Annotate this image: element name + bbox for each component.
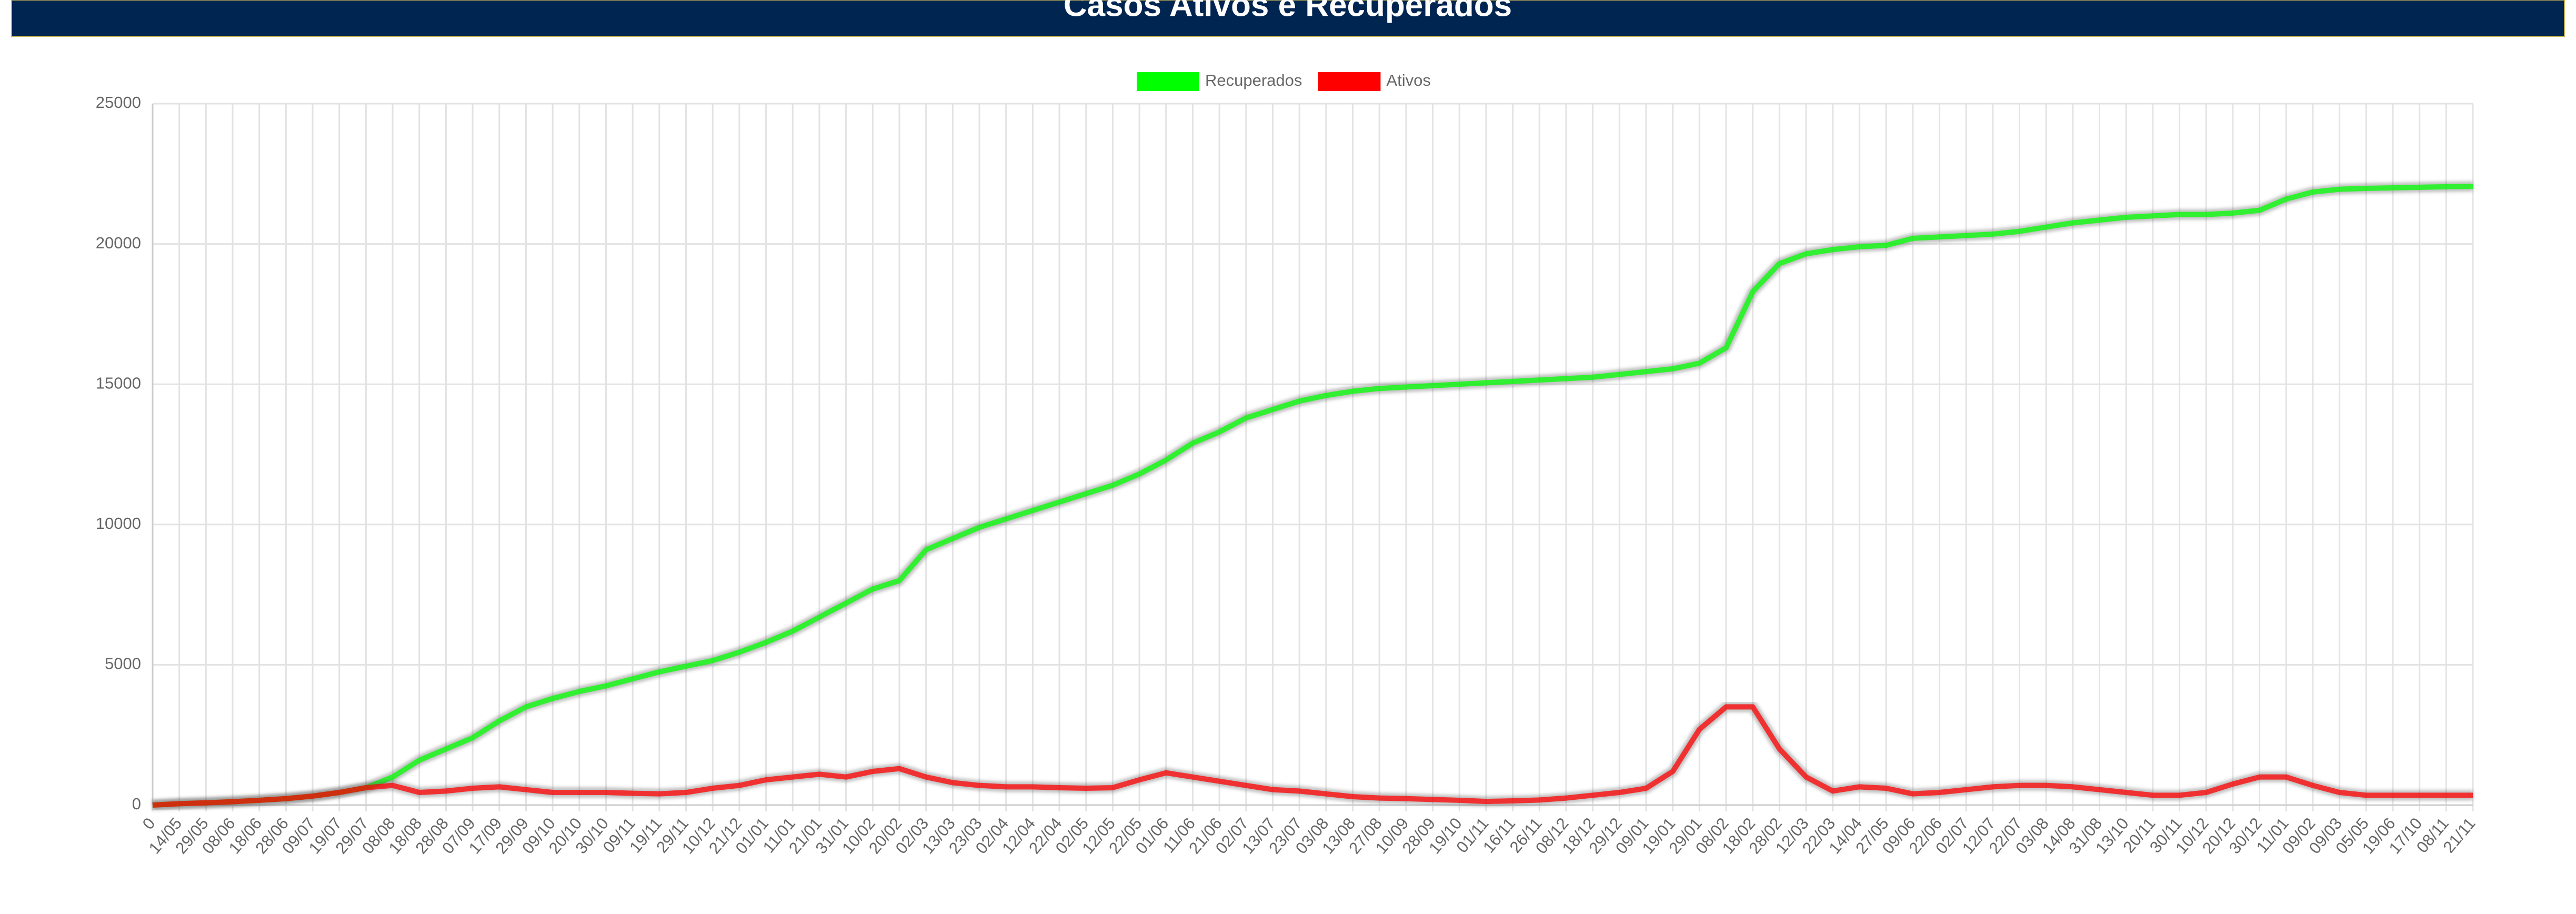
y-tick-label: 0 <box>132 795 141 813</box>
legend: Recuperados Ativos <box>1137 71 1431 91</box>
line-shadow <box>152 181 2473 810</box>
legend-swatch <box>1137 72 1199 91</box>
header-bar <box>11 0 2565 37</box>
legend-swatch <box>1318 72 1381 91</box>
legend-label: Ativos <box>1386 71 1430 89</box>
y-tick-label: 5000 <box>105 655 141 673</box>
y-tick-label: 15000 <box>96 374 141 392</box>
y-tick-label: 10000 <box>96 514 141 533</box>
line <box>152 704 2473 808</box>
y-tick-label: 25000 <box>96 93 141 112</box>
y-tick-label: 20000 <box>96 234 141 252</box>
chart-title: Casos Ativos e Recuperados <box>1064 0 1512 23</box>
legend-label: Recuperados <box>1205 71 1302 89</box>
line <box>152 184 2473 808</box>
x-tick-label: 0 <box>139 814 159 833</box>
